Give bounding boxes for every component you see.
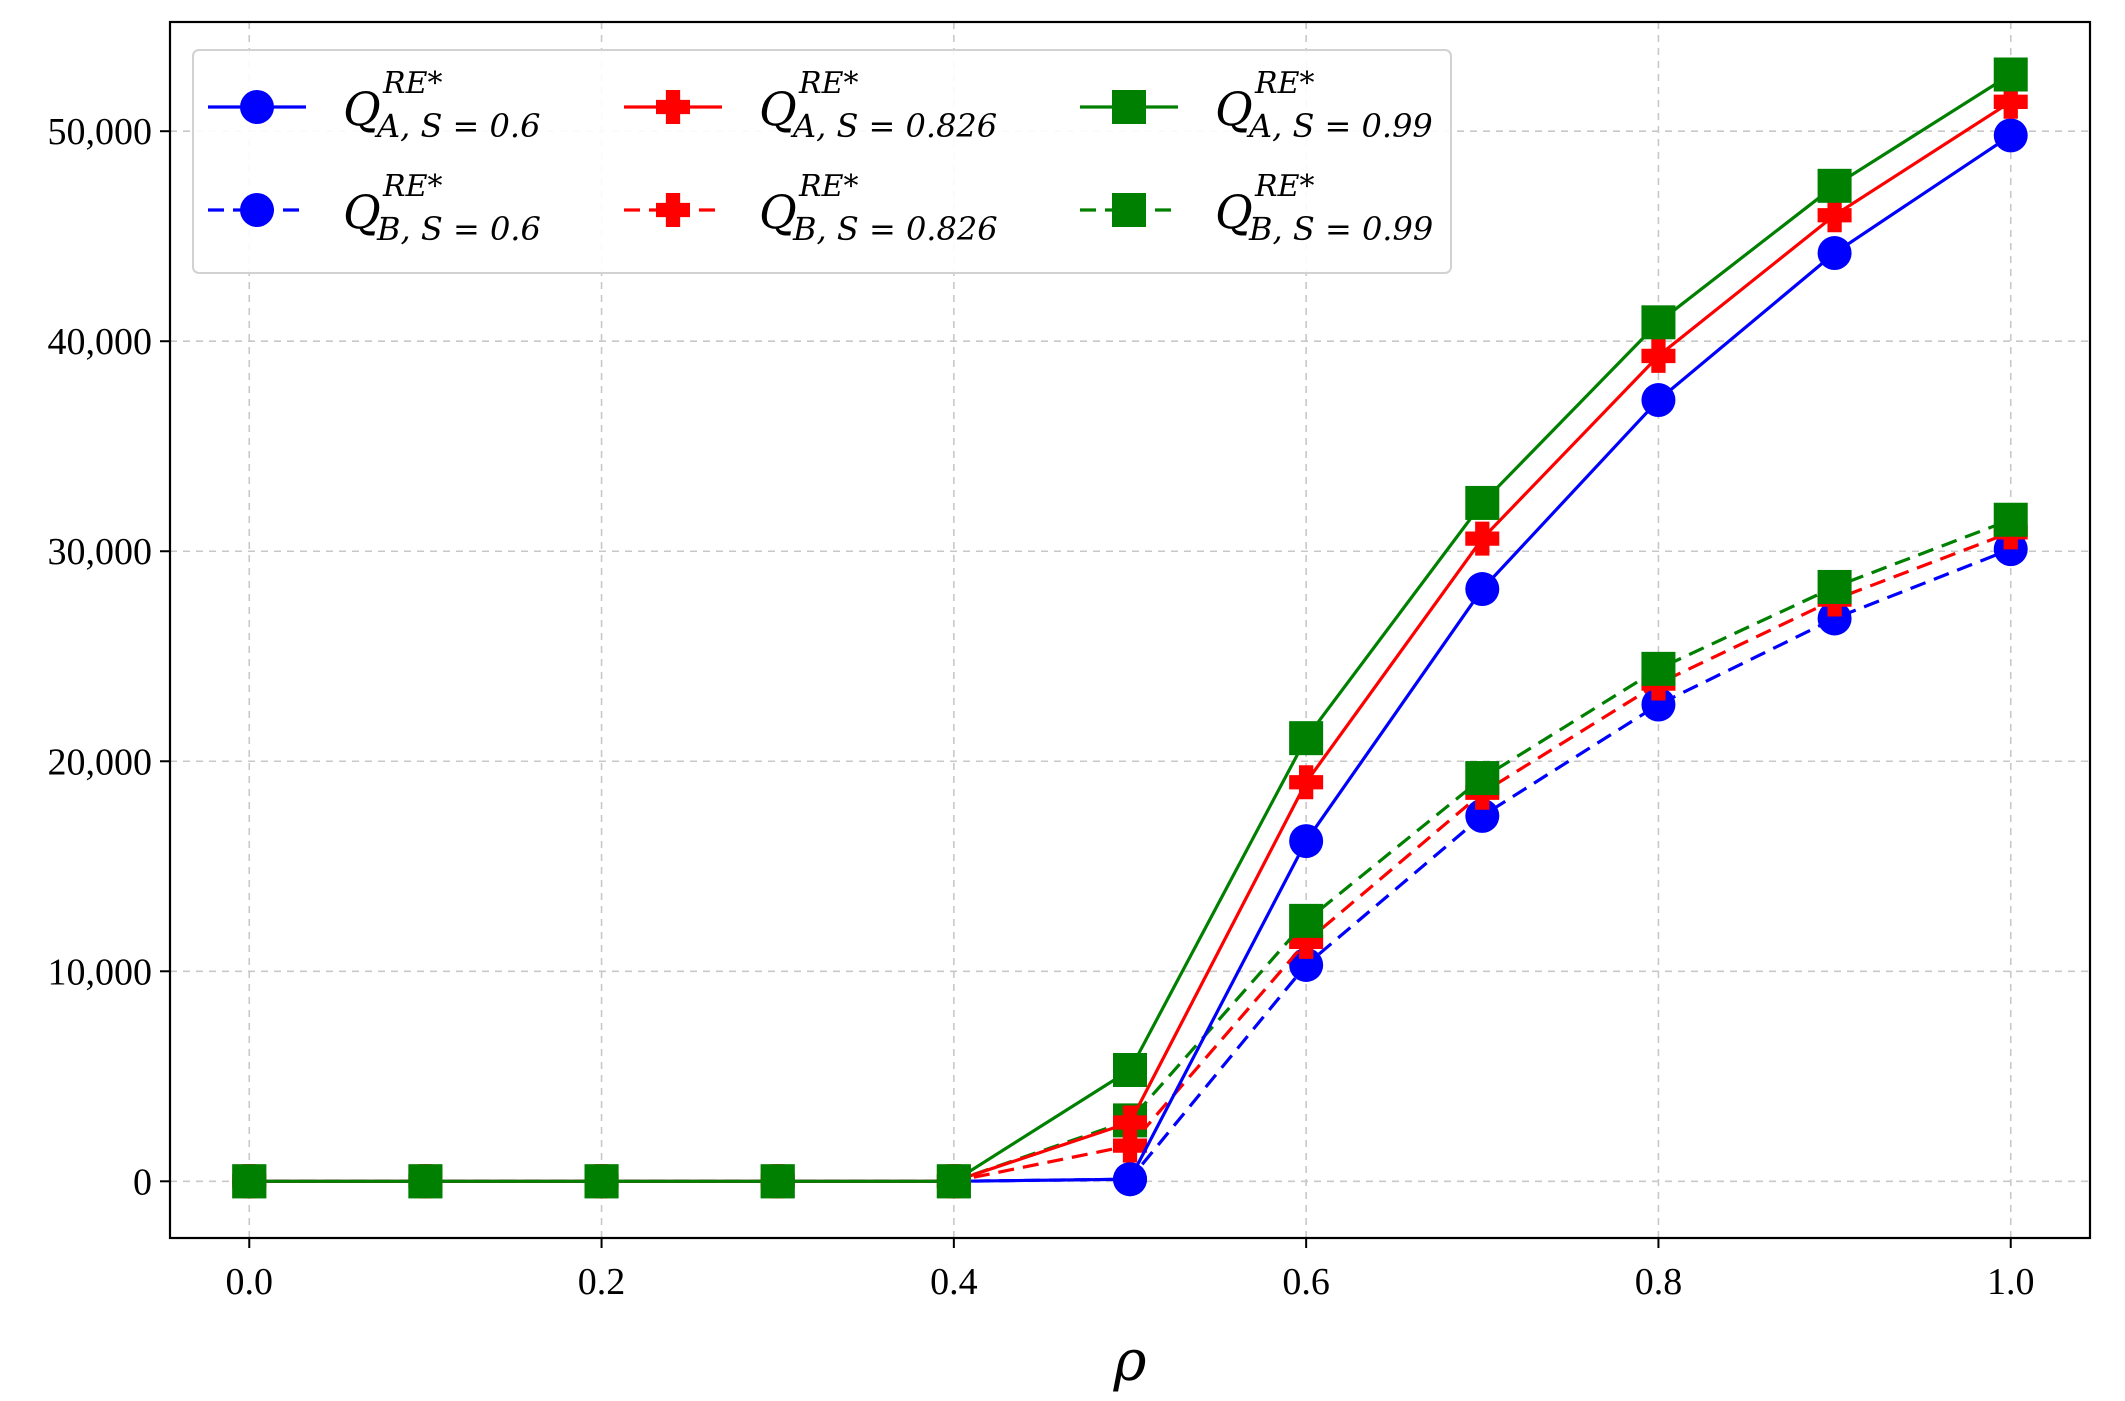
data-point: [1817, 198, 1852, 233]
legend-label-main: Q: [759, 185, 797, 239]
legend-marker: [656, 193, 690, 227]
x-tick-label: 0.2: [578, 1261, 626, 1303]
legend-label-sup: RE*: [382, 66, 443, 101]
data-point: [1993, 118, 2028, 153]
data-point: [1817, 168, 1852, 203]
data-point: [1817, 236, 1852, 271]
legend-marker: [1112, 90, 1146, 124]
legend-item-3: Q RE* A, S = 0.826: [624, 66, 997, 145]
data-point: [1113, 1105, 1147, 1140]
data-point: [1993, 502, 2028, 537]
legend-label-sup: RE*: [798, 66, 859, 101]
data-point: [1465, 798, 1500, 833]
legend-marker: [240, 193, 274, 227]
x-axis-label: ρ: [1113, 1329, 1147, 1394]
legend-label-sub: B, S = 0.6: [376, 210, 541, 248]
x-tick-label: 0.0: [226, 1261, 274, 1303]
legend-label-main: Q: [1215, 82, 1253, 136]
legend-label-sub: B, S = 0.826: [792, 210, 998, 248]
data-point: [232, 1164, 267, 1199]
legend-item-5: Q RE* A, S = 0.99: [1080, 66, 1433, 145]
axis-ticks: 0.0 0.2 0.4 0.6 0.8 1.0 0 10,000 20,000 30,000 40,…: [48, 111, 2035, 1303]
data-point: [1817, 569, 1852, 604]
data-point: [1641, 687, 1676, 722]
y-tick-label: 20,000: [48, 741, 153, 783]
data-point: [1465, 485, 1500, 520]
series-5: [232, 57, 2028, 1199]
data-point: [1465, 761, 1500, 796]
legend-item-4: Q RE* B, S = 0.826: [624, 169, 998, 248]
data-point: [1113, 1162, 1147, 1197]
data-point: [936, 1164, 971, 1199]
data-point: [1993, 57, 2028, 92]
legend-label-sub: A, S = 0.99: [1246, 107, 1433, 145]
legend: Q RE*A, S = 0.6Q RE*B, S = 0.6Q RE*A, S = 0…: [192, 49, 1452, 274]
data-point: [760, 1164, 795, 1199]
data-point: [1641, 383, 1676, 418]
legend-label-sub: B, S = 0.99: [1248, 210, 1433, 248]
legend-item-6: Q RE* B, S = 0.99: [1080, 169, 1433, 248]
data-point: [1289, 765, 1324, 800]
x-tick-label: 0.8: [1635, 1261, 1683, 1303]
legend-label-main: Q: [1215, 185, 1253, 239]
x-tick-label: 1.0: [1987, 1261, 2035, 1303]
legend-item-2: Q RE* B, S = 0.6: [208, 169, 541, 248]
legend-label-sup: RE*: [1254, 169, 1315, 204]
y-tick-label: 10,000: [48, 951, 153, 993]
legend-marker: [656, 90, 690, 124]
legend-label-main: Q: [343, 82, 381, 136]
y-tick-label: 50,000: [48, 111, 153, 153]
y-tick-label: 30,000: [48, 531, 153, 573]
legend-label-sub: A, S = 0.826: [790, 107, 997, 145]
y-tick-label: 0: [133, 1161, 152, 1203]
data-point: [584, 1164, 619, 1199]
data-point: [1641, 305, 1676, 340]
legend-label-sup: RE*: [798, 169, 859, 204]
y-tick-label: 40,000: [48, 321, 153, 363]
data-point: [1641, 651, 1676, 686]
legend-marker: [240, 90, 274, 124]
legend-marker: [1112, 193, 1146, 227]
data-point: [1465, 521, 1500, 556]
data-point: [1993, 84, 2028, 119]
data-point: [1113, 1128, 1147, 1163]
legend-item-1: Q RE* A, S = 0.6: [208, 66, 540, 145]
axes-frame: [168, 20, 2092, 1240]
data-point: [1641, 338, 1676, 373]
legend-label-sub: A, S = 0.6: [374, 107, 540, 145]
data-point: [1289, 903, 1324, 938]
data-point: [408, 1164, 443, 1199]
legend-label-main: Q: [343, 185, 381, 239]
legend-label-sup: RE*: [1254, 66, 1315, 101]
x-tick-label: 0.6: [1282, 1261, 1330, 1303]
legend-label-sup: RE*: [382, 169, 443, 204]
data-point: [1817, 601, 1852, 636]
legend-label-main: Q: [759, 82, 797, 136]
data-point: [1289, 824, 1324, 859]
series-layer: [232, 57, 2028, 1199]
grid-lines: [170, 22, 2090, 1238]
data-point: [1113, 1052, 1147, 1087]
data-point: [1465, 572, 1500, 607]
data-point: [1289, 721, 1324, 756]
x-tick-label: 0.4: [930, 1261, 978, 1303]
data-point: [1289, 947, 1324, 982]
data-point: [1289, 924, 1324, 959]
